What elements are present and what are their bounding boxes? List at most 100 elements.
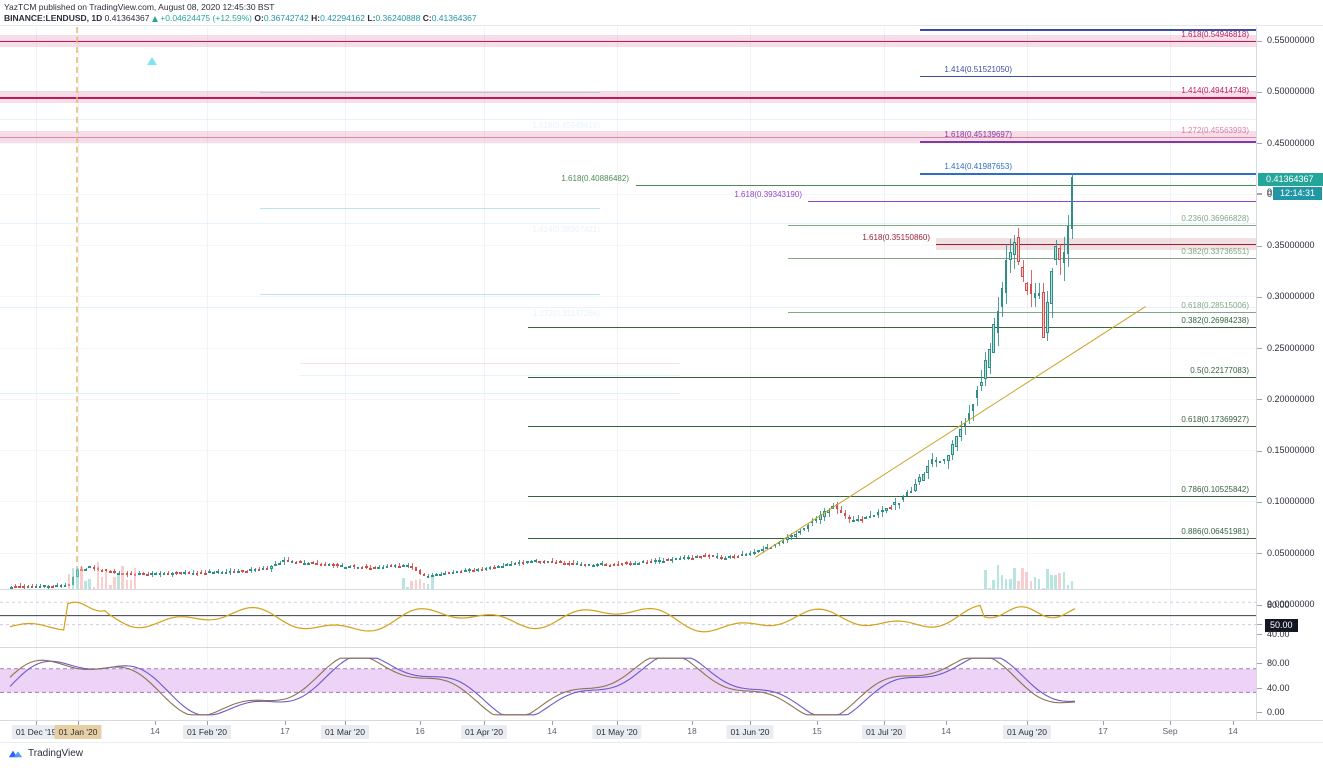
time-axis-label[interactable]: 15	[812, 726, 822, 736]
trendline[interactable]	[755, 306, 1146, 559]
candle-body	[625, 562, 628, 565]
candle-body	[691, 557, 694, 560]
price-axis[interactable]: 0.550000000.500000000.450000000.40000000…	[1256, 27, 1323, 720]
price-tick	[1257, 143, 1262, 145]
candle-body	[204, 572, 207, 575]
time-axis-label[interactable]: 01 May '20	[592, 725, 642, 739]
time-tick	[484, 721, 485, 725]
candle-wick	[1039, 282, 1041, 300]
time-axis-label[interactable]: 01 Apr '20	[460, 725, 508, 739]
faint-level-line	[0, 222, 1256, 224]
volume-bar	[1021, 567, 1024, 589]
price-pane[interactable]: 1.618(0.45949618) 1.414(0.38907421) 1.272(…	[0, 27, 1256, 589]
candle-body	[208, 571, 211, 574]
fib-level-label: 1.618(0.56049195)	[882, 27, 1012, 28]
time-axis-label[interactable]: 01 Feb '20	[183, 725, 231, 739]
time-axis-label[interactable]: 16	[415, 726, 425, 736]
time-axis-label[interactable]: 01 Mar '20	[321, 725, 369, 739]
candle-body	[893, 502, 896, 506]
price-tick	[1257, 348, 1262, 350]
vertical-gridline	[78, 27, 79, 589]
time-axis-label[interactable]: 01 Jul '20	[861, 725, 907, 739]
volume-bar	[1025, 572, 1028, 589]
price-tick	[1257, 192, 1262, 194]
time-axis-label[interactable]: 01 Aug '20	[1003, 725, 1051, 739]
rsi-axis-label: 40.00	[1267, 629, 1290, 639]
fib-level-line	[808, 200, 1256, 202]
candle-body	[43, 585, 46, 588]
volume-bar	[1054, 574, 1057, 589]
candle-body	[864, 516, 868, 519]
candle-body	[649, 560, 653, 563]
volume-bar	[71, 567, 75, 589]
candle-wick	[618, 561, 620, 567]
candle-body	[786, 537, 789, 541]
symbol-label[interactable]: BINANCE:LENDUSD, 1D	[4, 13, 103, 23]
time-axis-label[interactable]: 18	[687, 726, 697, 736]
candle-body	[352, 565, 356, 568]
candle-wick	[279, 561, 281, 564]
time-axis[interactable]: 01 Dec '19 01 Jan '20 14 01 Feb '20 17 01 Mar…	[0, 720, 1323, 742]
fib-level-label: 0.236(0.36966828)	[1181, 213, 1249, 223]
time-axis-label[interactable]: 01 Jun '20	[726, 725, 774, 739]
high-key: H:	[311, 13, 321, 23]
candle-body	[1058, 247, 1062, 260]
rsi-pane[interactable]	[0, 591, 1256, 647]
candle-wick	[580, 562, 582, 565]
candle-body	[612, 563, 616, 566]
candle-body	[1046, 302, 1049, 333]
volume-bar	[988, 587, 991, 589]
candle-body	[707, 555, 711, 557]
candle-body	[715, 556, 719, 559]
volume-bar	[100, 576, 104, 589]
candle-body	[670, 558, 673, 561]
horizontal-gridline	[0, 245, 1256, 247]
stoch-tick	[1257, 663, 1262, 664]
vertical-gridline	[36, 591, 37, 647]
price-axis-label: 0.20000000	[1267, 393, 1315, 404]
time-axis-label[interactable]: 17	[280, 726, 290, 736]
time-axis-label[interactable]: 17	[1098, 726, 1108, 736]
candle-body	[162, 572, 166, 575]
time-axis-label[interactable]: 14	[150, 726, 160, 736]
candle-body	[736, 555, 740, 558]
candle-body	[525, 560, 529, 563]
candle-body	[765, 546, 768, 549]
time-axis-label[interactable]: Sep	[1162, 726, 1178, 736]
fib-level-label: 0.786(0.10525842)	[1181, 485, 1249, 495]
candle-wick	[221, 571, 223, 573]
candle-body	[971, 404, 975, 412]
time-axis-label[interactable]: 01 Jan '20	[54, 725, 102, 739]
time-axis-label[interactable]: 14	[941, 726, 951, 736]
fib-level-line	[528, 425, 1256, 427]
candle-body	[856, 518, 859, 521]
candle-body	[641, 560, 645, 563]
candle-wick	[944, 458, 946, 464]
candle-body	[356, 567, 360, 570]
candle-body	[26, 586, 30, 589]
time-axis-label[interactable]: 14	[1228, 726, 1238, 736]
candle-wick	[717, 553, 719, 560]
time-axis-label[interactable]: 14	[547, 726, 557, 736]
close-key: C:	[422, 13, 432, 23]
fib-level-line	[936, 243, 1256, 245]
triangle-up-icon	[151, 16, 158, 22]
tradingview-branding[interactable]: TradingView	[8, 748, 83, 759]
candle-body	[542, 560, 546, 563]
last-price: 0.41364367	[104, 13, 150, 23]
candle-body	[389, 564, 393, 567]
stochastic-pane[interactable]	[0, 649, 1256, 720]
candle-body	[447, 571, 451, 574]
volume-bar	[1000, 575, 1004, 589]
candle-body	[571, 562, 574, 565]
vertical-gridline	[345, 27, 346, 589]
candle-body	[237, 571, 240, 574]
candle-body	[1037, 293, 1041, 297]
candle-body	[728, 556, 731, 559]
candle-body	[150, 572, 153, 575]
faint-level-line	[300, 375, 680, 377]
candle-body	[860, 519, 863, 522]
candle-body	[761, 549, 764, 552]
stoch-axis-label: 0.00	[1267, 707, 1285, 717]
time-axis-label[interactable]: 01 Dec '19	[11, 725, 61, 739]
